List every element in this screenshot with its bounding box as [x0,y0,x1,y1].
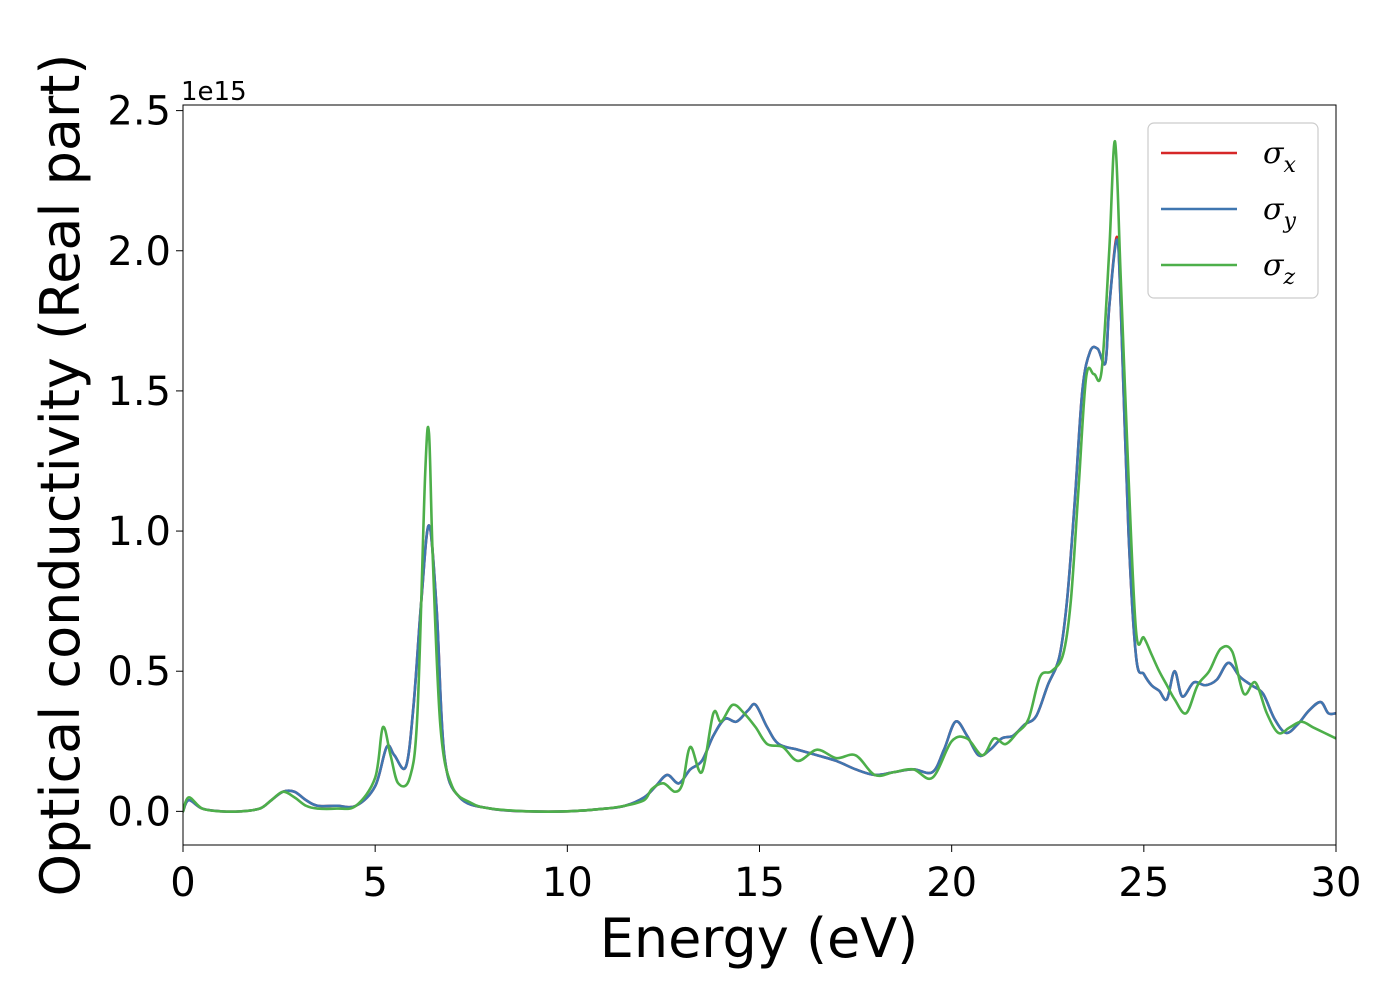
x-tick-label: 10 [542,860,593,906]
legend-label-y: σy [1263,192,1296,234]
legend-subscript: x [1283,153,1296,178]
x-tick-label: 15 [734,860,785,906]
legend-symbol: σ [1263,248,1285,283]
series-line-z [183,140,1336,814]
series-layer [183,140,1336,814]
y-tick-label: 0.5 [107,649,171,695]
x-tick-label: 5 [362,860,387,906]
y-tick-label: 2.0 [107,229,171,275]
x-tick-label: 20 [926,860,977,906]
y-axis-ticks: 0.0 0.5 1.0 1.5 2.0 2.5 [107,89,183,835]
x-axis-label: Energy (eV) [600,907,919,970]
legend-label-z: σz [1263,248,1295,290]
legend-label-x: σx [1263,136,1296,178]
y-axis-label: Optical conductivity (Real part) [29,54,92,897]
y-tick-label: 1.5 [107,369,171,415]
x-tick-label: 0 [170,860,195,906]
y-tick-label: 1.0 [107,509,171,555]
legend-symbol: σ [1263,136,1285,171]
legend-subscript: z [1282,265,1295,290]
x-tick-label: 25 [1118,860,1169,906]
legend-symbol: σ [1263,192,1285,227]
x-axis-ticks: 0 5 10 15 20 25 30 [170,845,1361,906]
legend-box [1147,122,1319,299]
y-offset-label: 1e15 [181,77,247,107]
y-tick-label: 2.5 [107,89,171,135]
legend-subscript: y [1282,209,1296,234]
x-tick-label: 30 [1311,860,1362,906]
y-tick-label: 0.0 [107,789,171,835]
